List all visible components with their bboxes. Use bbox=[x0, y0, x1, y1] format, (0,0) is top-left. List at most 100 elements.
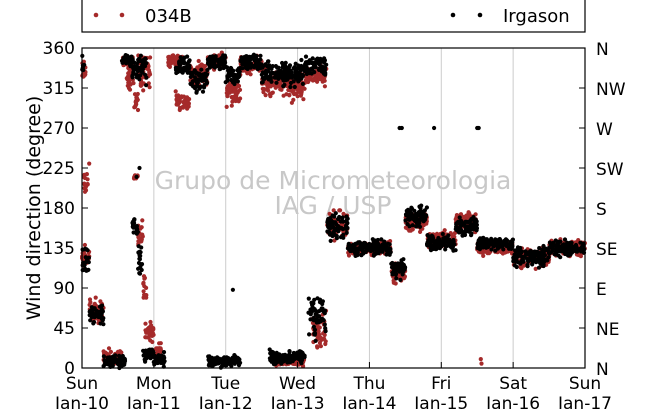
data-point bbox=[292, 65, 297, 70]
y-tick-label: 45 bbox=[53, 319, 75, 339]
data-point bbox=[299, 57, 304, 63]
data-point bbox=[101, 349, 106, 354]
data-point bbox=[235, 356, 240, 361]
data-point bbox=[526, 259, 531, 264]
data-point bbox=[158, 341, 163, 346]
data-point bbox=[564, 245, 570, 250]
x-tick-label-date: Jan-17 bbox=[557, 394, 612, 409]
data-point bbox=[202, 64, 208, 69]
data-point bbox=[481, 253, 486, 258]
data-point bbox=[146, 331, 151, 336]
data-point bbox=[177, 65, 182, 70]
x-tick-label-date: Jan-14 bbox=[341, 394, 396, 409]
data-point bbox=[140, 59, 145, 65]
data-point bbox=[399, 125, 404, 131]
data-point bbox=[446, 233, 451, 238]
data-point bbox=[136, 68, 141, 73]
data-point bbox=[81, 59, 86, 64]
data-point bbox=[575, 249, 580, 254]
data-point bbox=[440, 242, 445, 247]
data-point bbox=[540, 251, 545, 256]
data-point bbox=[536, 252, 541, 257]
data-point bbox=[245, 71, 250, 76]
data-point bbox=[217, 67, 222, 72]
data-point bbox=[368, 245, 373, 250]
data-point bbox=[300, 81, 305, 86]
data-point bbox=[217, 61, 222, 66]
data-point bbox=[403, 225, 408, 230]
data-point bbox=[139, 237, 144, 242]
data-point bbox=[146, 347, 151, 353]
data-point bbox=[238, 65, 243, 71]
data-point bbox=[304, 60, 309, 65]
data-point bbox=[142, 275, 147, 281]
data-point bbox=[294, 76, 299, 81]
data-point bbox=[471, 215, 476, 220]
data-point bbox=[82, 242, 87, 248]
data-point bbox=[97, 310, 102, 315]
data-point bbox=[138, 53, 143, 58]
data-point bbox=[306, 296, 311, 301]
data-point bbox=[334, 236, 339, 241]
data-point bbox=[237, 74, 242, 79]
data-point bbox=[152, 353, 157, 358]
data-point bbox=[273, 72, 278, 77]
data-point bbox=[553, 238, 558, 243]
data-point bbox=[200, 78, 205, 83]
data-point bbox=[558, 239, 563, 244]
data-point bbox=[83, 185, 88, 190]
data-point bbox=[292, 72, 297, 78]
data-point bbox=[232, 97, 237, 102]
data-point bbox=[434, 246, 439, 252]
data-point bbox=[340, 226, 345, 232]
data-point bbox=[131, 60, 136, 65]
data-point bbox=[143, 321, 148, 326]
data-point bbox=[210, 363, 215, 368]
data-point bbox=[458, 222, 463, 228]
data-point bbox=[428, 236, 433, 242]
data-point bbox=[175, 102, 181, 107]
data-point bbox=[199, 67, 204, 72]
data-point bbox=[432, 125, 437, 131]
data-point bbox=[228, 362, 233, 367]
data-point bbox=[288, 68, 293, 73]
data-point bbox=[320, 299, 325, 304]
data-point bbox=[418, 229, 423, 234]
data-point bbox=[136, 244, 141, 249]
data-point bbox=[154, 358, 159, 363]
data-point bbox=[322, 65, 328, 70]
data-point bbox=[177, 59, 182, 64]
data-point bbox=[489, 236, 494, 241]
data-point bbox=[380, 243, 385, 248]
x-tick-label-day: Sun bbox=[66, 374, 98, 394]
data-point bbox=[174, 66, 179, 71]
data-point bbox=[457, 215, 462, 220]
data-point bbox=[232, 360, 237, 365]
data-point bbox=[293, 69, 298, 74]
data-point bbox=[131, 219, 136, 224]
x-tick-label-day: Tue bbox=[210, 374, 240, 394]
data-point bbox=[298, 359, 304, 364]
data-point bbox=[135, 107, 141, 113]
y-right-tick-label: SE bbox=[596, 240, 618, 260]
data-point bbox=[143, 335, 148, 340]
x-tick-label-day: Sun bbox=[569, 374, 601, 394]
data-point bbox=[308, 307, 313, 312]
data-point bbox=[148, 55, 153, 60]
data-point bbox=[414, 216, 419, 221]
data-point bbox=[161, 350, 167, 355]
data-point bbox=[403, 218, 408, 223]
data-point bbox=[374, 249, 379, 254]
data-point bbox=[344, 230, 349, 235]
legend-marker-irgason bbox=[450, 12, 483, 18]
data-point bbox=[382, 239, 387, 244]
data-point bbox=[147, 85, 152, 90]
data-point bbox=[307, 332, 312, 337]
data-point bbox=[167, 61, 172, 66]
data-point bbox=[421, 215, 426, 220]
data-point bbox=[301, 352, 306, 357]
data-point bbox=[307, 58, 312, 63]
data-point bbox=[311, 318, 316, 323]
data-point bbox=[390, 262, 395, 267]
data-point bbox=[223, 80, 228, 85]
